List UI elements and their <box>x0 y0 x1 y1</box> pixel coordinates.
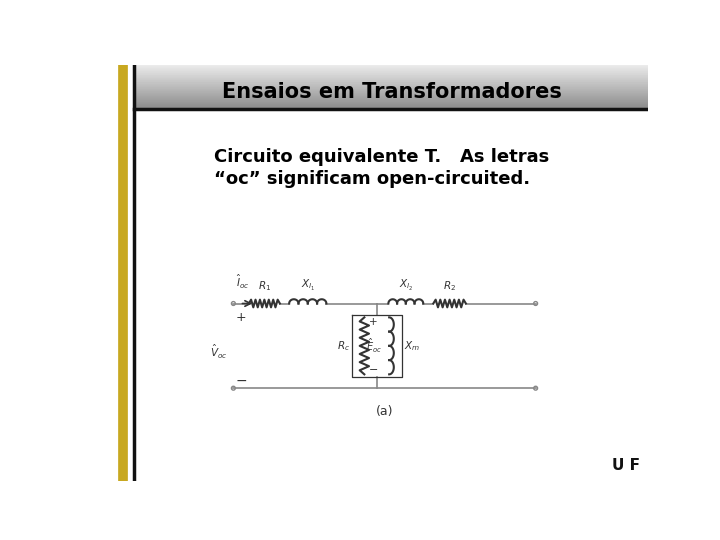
Text: Ensaios em Transformadores: Ensaios em Transformadores <box>222 82 562 102</box>
Text: Circuito equivalente T.   As letras: Circuito equivalente T. As letras <box>214 148 549 166</box>
Text: $X_m$: $X_m$ <box>404 339 420 353</box>
Text: $R_c$: $R_c$ <box>337 339 351 353</box>
Text: $X_{l_2}$: $X_{l_2}$ <box>399 279 413 294</box>
Text: −: − <box>235 374 248 388</box>
Text: $R_2$: $R_2$ <box>443 280 456 294</box>
Text: “oc” significam open-circuited.: “oc” significam open-circuited. <box>214 170 530 188</box>
Text: (a): (a) <box>376 405 393 418</box>
Text: U F: U F <box>612 458 640 473</box>
Text: −: − <box>369 364 378 375</box>
Text: $R_1$: $R_1$ <box>258 280 271 294</box>
Text: +: + <box>235 311 246 324</box>
Text: +: + <box>369 317 378 327</box>
Text: $X_{l_1}$: $X_{l_1}$ <box>300 279 315 294</box>
Text: $\hat{V}_{oc}$: $\hat{V}_{oc}$ <box>210 343 228 361</box>
Text: $\hat{E}_{oc}$: $\hat{E}_{oc}$ <box>366 337 382 355</box>
Text: $\hat{I}_{oc}$: $\hat{I}_{oc}$ <box>236 273 250 291</box>
